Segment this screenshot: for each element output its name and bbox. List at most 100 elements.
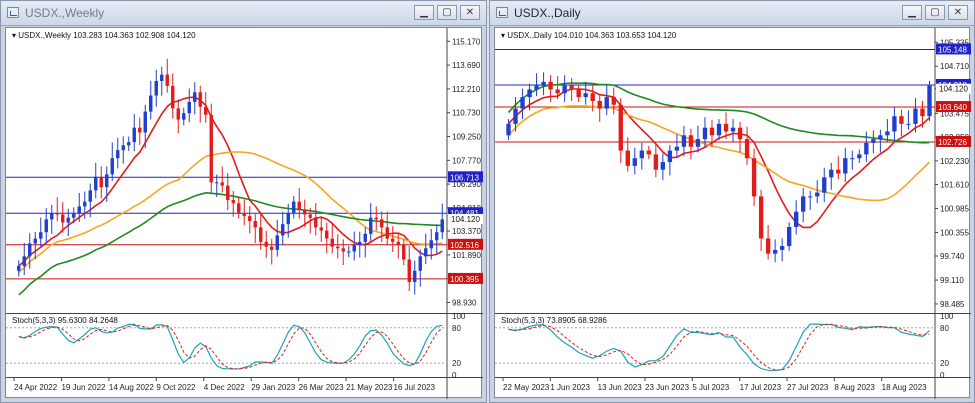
candle	[231, 191, 235, 217]
daily-window-title: USDX.,Daily	[514, 6, 581, 20]
candle-body	[154, 81, 158, 96]
close-button[interactable]: ✕	[948, 5, 968, 20]
candle-body	[275, 235, 279, 250]
candle	[297, 188, 301, 219]
candle	[843, 147, 848, 183]
candle	[61, 202, 65, 233]
minimize-button[interactable]: ▁	[902, 5, 922, 20]
candle-body	[562, 85, 567, 94]
stoch-k-line	[18, 323, 443, 370]
level-label: 102.516	[450, 241, 479, 250]
candle	[413, 260, 417, 295]
candle-body	[836, 169, 841, 174]
candle-body	[187, 101, 191, 114]
maximize-button[interactable]: ▢	[437, 5, 457, 20]
price-tick-label: 107.770	[452, 156, 481, 165]
stoch-k-line	[508, 323, 930, 372]
candle	[906, 110, 911, 130]
weekly-chart-window[interactable]: USDX.,Weekly ▁ ▢ ✕ 115.170 113.690 112.210…	[0, 0, 487, 403]
candle-body	[899, 116, 904, 124]
level-label-box	[448, 207, 483, 219]
candle	[590, 84, 595, 112]
candle	[182, 107, 186, 126]
candle-body	[209, 114, 213, 183]
candle-body	[325, 230, 329, 239]
stoch-tick-label: 20	[452, 359, 461, 368]
candle	[391, 226, 395, 252]
candle	[226, 173, 230, 211]
ma-slow-line	[18, 191, 443, 296]
candle	[506, 119, 511, 141]
candle	[110, 142, 114, 182]
candle	[17, 260, 21, 277]
candle	[850, 150, 855, 170]
candle-body	[569, 85, 574, 90]
date-label: 29 Jan 2023	[251, 383, 296, 392]
price-tick-label: 103.475	[940, 109, 969, 118]
price-tick-label: 99.110	[940, 276, 964, 285]
stoch-tick-label: 20	[940, 359, 949, 368]
date-label: 23 Jun 2023	[645, 383, 690, 392]
weekly-titlebar[interactable]: USDX.,Weekly ▁ ▢ ✕	[1, 1, 486, 26]
daily-chart-area[interactable]: 105.335104.710104.120103.475102.850102.2…	[494, 27, 971, 399]
candle-body	[920, 108, 925, 117]
price-tick-label: 113.690	[452, 61, 481, 70]
candle	[237, 197, 241, 219]
candle	[143, 104, 147, 149]
candle	[751, 148, 757, 206]
price-tick-label: 102.230	[940, 157, 969, 166]
candle	[653, 142, 659, 178]
candle	[286, 203, 290, 238]
stoch-tick-label: 100	[940, 312, 954, 321]
candle-body	[772, 249, 778, 254]
candle	[418, 249, 422, 287]
candle	[541, 72, 546, 96]
maximize-button[interactable]: ▢	[925, 5, 945, 20]
close-button[interactable]: ✕	[460, 5, 480, 20]
candle	[808, 190, 813, 210]
candle	[878, 129, 883, 153]
daily-chart-svg[interactable]: 105.335104.710104.120103.475102.850102.2…	[495, 28, 971, 399]
weekly-chart-svg[interactable]: 115.170 113.690 112.210 110.730 109.250 107.7…	[6, 28, 483, 399]
candle-body	[253, 220, 257, 228]
candle	[308, 207, 312, 234]
candle-body	[583, 93, 588, 98]
candle	[899, 109, 904, 137]
candle	[681, 125, 687, 157]
candle-body	[39, 232, 43, 239]
level-label: 105.148	[938, 45, 967, 54]
candle	[786, 222, 792, 251]
candle	[527, 83, 532, 111]
date-label: 1 Jun 2023	[550, 383, 590, 392]
daily-titlebar[interactable]: USDX.,Daily ▁ ▢ ✕	[490, 1, 974, 26]
candle	[341, 239, 345, 266]
stoch-tick-label: 80	[940, 324, 949, 333]
candle	[695, 125, 701, 153]
candle	[569, 78, 574, 101]
level-label-box	[448, 171, 483, 183]
candle-body	[407, 259, 411, 283]
candle-body	[380, 219, 384, 228]
current-price-box	[448, 214, 483, 225]
candle	[33, 231, 37, 260]
candle-body	[347, 251, 351, 253]
date-label: 13 Jun 2023	[598, 383, 643, 392]
candle-body	[99, 177, 103, 188]
level-label: 106.713	[450, 173, 479, 182]
level-label-box	[936, 101, 971, 113]
candle-body	[850, 158, 855, 160]
candle	[105, 166, 109, 202]
daily-chart-window[interactable]: USDX.,Daily ▁ ▢ ✕ 105.335 104.710 104.120 1…	[489, 0, 975, 403]
candle-body	[28, 243, 32, 257]
date-label: 18 Aug 2023	[882, 383, 927, 392]
candle	[864, 131, 869, 163]
candle-body	[576, 89, 581, 98]
weekly-chart-area[interactable]: 115.170 113.690 112.210 110.730 109.250 107.7…	[5, 27, 483, 399]
candle	[765, 225, 771, 260]
minimize-button[interactable]: ▁	[414, 5, 434, 20]
candle	[440, 203, 444, 239]
candle	[264, 230, 268, 258]
candle	[132, 114, 136, 152]
weekly-window-title: USDX.,Weekly	[25, 6, 105, 20]
candle	[121, 136, 125, 164]
